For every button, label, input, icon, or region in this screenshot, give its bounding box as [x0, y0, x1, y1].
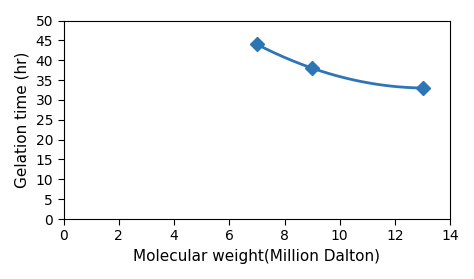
Y-axis label: Gelation time (hr): Gelation time (hr) — [15, 52, 30, 188]
X-axis label: Molecular weight(Million Dalton): Molecular weight(Million Dalton) — [133, 249, 381, 264]
